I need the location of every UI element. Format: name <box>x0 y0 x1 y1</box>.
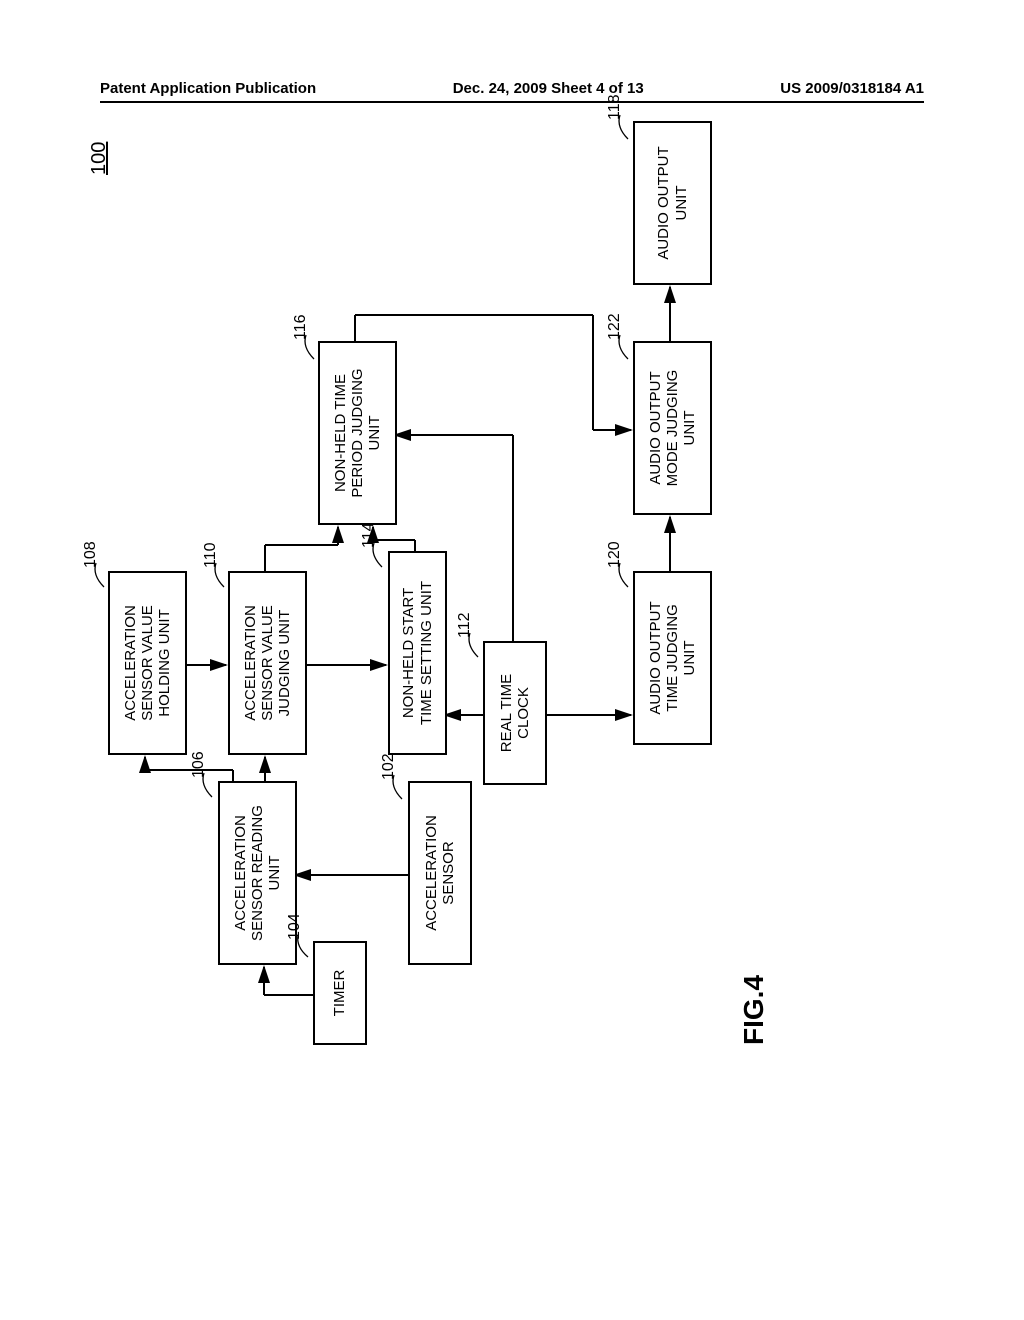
block-text-line: AUDIO OUTPUT <box>647 371 664 484</box>
block-text-line: UNIT <box>681 641 698 676</box>
header-right: US 2009/0318184 A1 <box>780 80 924 97</box>
ref-108: 108 <box>82 541 100 568</box>
block-text-line: UNIT <box>673 186 690 221</box>
block-text-line: SENSOR <box>440 841 457 904</box>
block-text-line: AUDIO OUTPUT <box>655 146 672 259</box>
block-text-line: AUDIO OUTPUT <box>647 601 664 714</box>
block-text-line: TIME SETTING UNIT <box>418 581 435 725</box>
block-text-line: TIME JUDGING <box>664 604 681 712</box>
block-sensor-value-holding: ACCELERATIONSENSOR VALUEHOLDING UNIT <box>108 571 187 755</box>
ref-110: 110 <box>202 542 220 568</box>
block-text-line: ACCELERATION <box>122 605 139 721</box>
block-non-held-start-time: NON-HELD STARTTIME SETTING UNIT <box>388 551 447 755</box>
block-real-time-clock: REAL TIMECLOCK <box>483 641 547 785</box>
ref-102: 102 <box>380 753 398 780</box>
diagram-canvas: TIMER ACCELERATIONSENSOR ACCELERATIONSEN… <box>18 315 1018 1075</box>
block-text-line: UNIT <box>366 416 383 451</box>
block-text-line: UNIT <box>681 411 698 446</box>
ref-118: 118 <box>606 94 624 120</box>
system-id: 100 <box>88 142 111 175</box>
block-text-line: SENSOR VALUE <box>139 605 156 721</box>
block-audio-time-judging: AUDIO OUTPUTTIME JUDGINGUNIT <box>633 571 712 745</box>
block-text-line: PERIOD JUDGING <box>349 368 366 497</box>
ref-116: 116 <box>292 314 310 340</box>
block-sensor-value-judging: ACCELERATIONSENSOR VALUEJUDGING UNIT <box>228 571 307 755</box>
block-text-line: SENSOR VALUE <box>259 605 276 721</box>
page-header: Patent Application Publication Dec. 24, … <box>100 80 924 103</box>
figure-label: FIG.4 <box>738 975 770 1045</box>
block-timer: TIMER <box>313 941 367 1045</box>
block-text-line: ACCELERATION <box>232 815 249 931</box>
block-audio-output-unit: AUDIO OUTPUTUNIT <box>633 121 712 285</box>
block-text-line: NON-HELD START <box>400 588 417 718</box>
block-text-line: JUDGING UNIT <box>276 610 293 717</box>
block-text-line: HOLDING UNIT <box>156 609 173 717</box>
block-text-line: SENSOR READING <box>249 805 266 941</box>
block-text-line: TIMER <box>331 970 348 1017</box>
ref-114: 114 <box>360 522 378 548</box>
ref-104: 104 <box>286 913 304 940</box>
block-audio-mode-judging: AUDIO OUTPUTMODE JUDGINGUNIT <box>633 341 712 515</box>
block-text-line: NON-HELD TIME <box>332 374 349 492</box>
block-text-line: CLOCK <box>515 687 532 739</box>
block-text-line: MODE JUDGING <box>664 370 681 487</box>
block-text-line: REAL TIME <box>498 674 515 752</box>
block-non-held-period-judging: NON-HELD TIMEPERIOD JUDGINGUNIT <box>318 341 397 525</box>
block-text-line: ACCELERATION <box>423 815 440 931</box>
ref-106: 106 <box>190 751 208 778</box>
header-left: Patent Application Publication <box>100 80 316 97</box>
block-acceleration-sensor: ACCELERATIONSENSOR <box>408 781 472 965</box>
header-row: Patent Application Publication Dec. 24, … <box>100 80 924 97</box>
block-text-line: UNIT <box>266 856 283 891</box>
page: Patent Application Publication Dec. 24, … <box>0 0 1024 1320</box>
ref-120: 120 <box>606 541 624 568</box>
block-text-line: ACCELERATION <box>242 605 259 721</box>
ref-112: 112 <box>456 612 474 638</box>
ref-122: 122 <box>606 313 624 340</box>
